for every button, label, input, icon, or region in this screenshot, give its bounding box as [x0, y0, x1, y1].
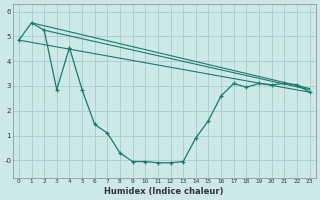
- X-axis label: Humidex (Indice chaleur): Humidex (Indice chaleur): [104, 187, 224, 196]
